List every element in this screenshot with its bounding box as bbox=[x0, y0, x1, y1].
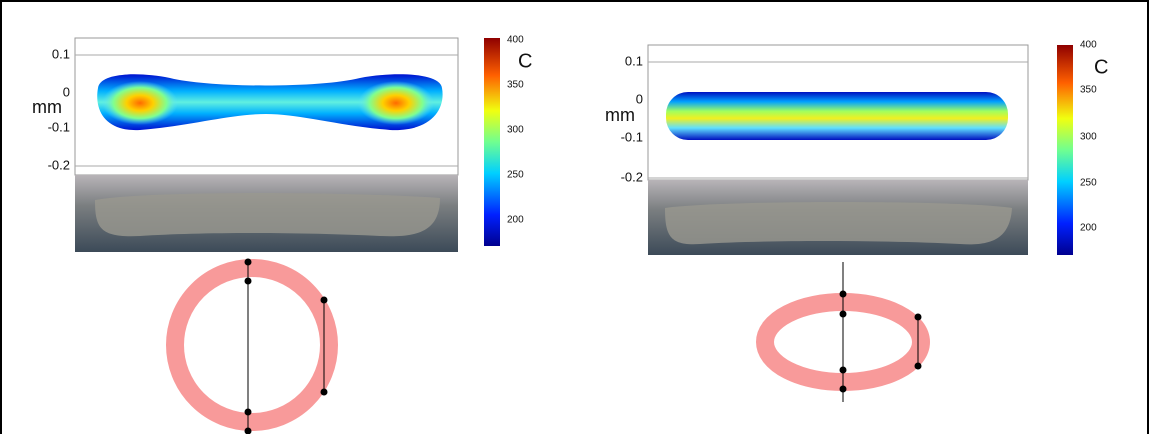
colorbar-unit: C bbox=[518, 50, 532, 72]
colorbar-tick-label: 350 bbox=[1080, 85, 1097, 96]
y-tick-label: 0.1 bbox=[625, 53, 643, 68]
y-tick-label: -0.2 bbox=[48, 157, 70, 172]
colorbar-unit: C bbox=[1094, 56, 1108, 78]
colorbar-tick-label: 250 bbox=[507, 170, 524, 181]
y-tick-label: -0.1 bbox=[48, 119, 70, 134]
y-axis-label: mm bbox=[605, 105, 635, 125]
colorbar-tick-label: 300 bbox=[1080, 132, 1097, 143]
markers bbox=[839, 290, 922, 393]
heat-map bbox=[666, 92, 1008, 140]
y-tick-label: 0 bbox=[636, 91, 643, 106]
colorbar-tick-label: 200 bbox=[507, 215, 524, 226]
colorbar-tick-label: 350 bbox=[507, 80, 524, 91]
y-tick-label: -0.1 bbox=[621, 129, 643, 144]
ring bbox=[166, 259, 338, 431]
colorbar bbox=[1057, 45, 1073, 255]
colorbar-tick-label: 300 bbox=[507, 125, 524, 136]
y-tick-label: 0.1 bbox=[52, 46, 70, 61]
weld-zone bbox=[95, 193, 440, 237]
colorbar-tick-label: 200 bbox=[1080, 223, 1097, 234]
colorbar-tick-label: 250 bbox=[1080, 178, 1097, 189]
colorbar bbox=[484, 38, 500, 246]
heat-map bbox=[97, 74, 443, 131]
y-tick-label: -0.2 bbox=[621, 169, 643, 184]
colorbar-tick-label: 400 bbox=[507, 35, 524, 46]
hot-spot bbox=[358, 81, 434, 125]
weld-zone bbox=[665, 202, 1012, 245]
y-tick-label: 0 bbox=[63, 84, 70, 99]
markers bbox=[244, 258, 328, 434]
y-axis-label: mm bbox=[32, 97, 62, 117]
colorbar-tick-label: 400 bbox=[1080, 40, 1097, 51]
hot-spot bbox=[102, 81, 178, 125]
